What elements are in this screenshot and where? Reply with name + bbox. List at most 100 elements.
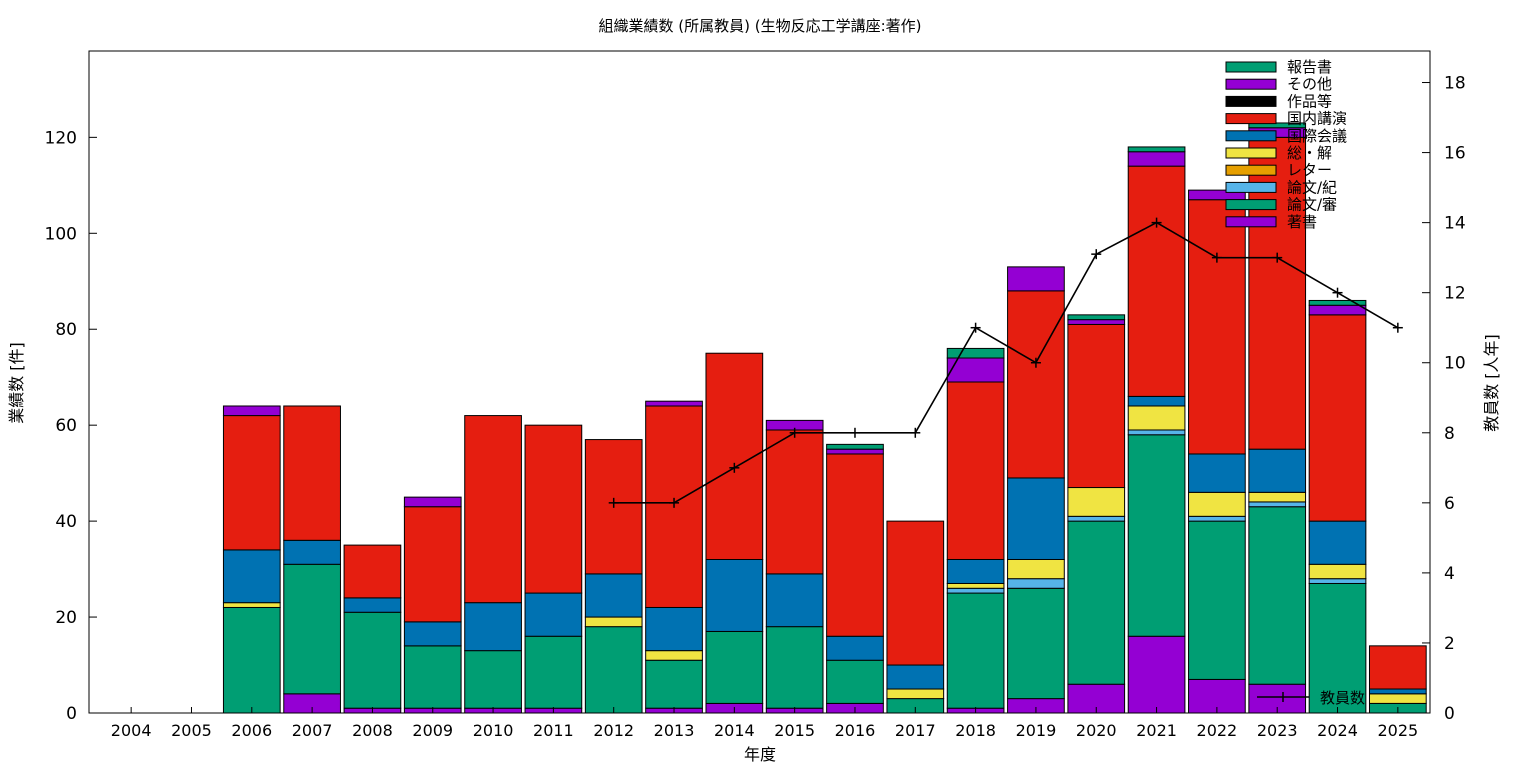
bar-segment: [1188, 189, 1246, 201]
legend-item: 総・解: [1225, 144, 1332, 162]
plot-frame: [88, 50, 1431, 714]
bar-segment: [1248, 491, 1307, 503]
bar-segment: [826, 448, 884, 455]
faculty-point: [849, 427, 860, 438]
bar-segment: [826, 443, 884, 450]
bar-segment: [645, 400, 703, 407]
legend-item: 作品等: [1225, 92, 1332, 110]
bar-segment: [1188, 515, 1246, 522]
bar-segment: [464, 650, 522, 709]
bar-segment: [1308, 578, 1367, 584]
legend-label: 論文/審: [1287, 196, 1337, 214]
bar-segment: [1127, 395, 1186, 407]
bar-segment: [464, 415, 522, 604]
bar-segment: [403, 621, 462, 647]
bar-segment: [464, 602, 522, 652]
faculty-point: [910, 427, 921, 438]
bar-segment: [524, 635, 583, 709]
bar-segment: [222, 602, 281, 608]
bar-segment: [645, 659, 703, 709]
legend-swatch: [1225, 78, 1277, 90]
bar-segment: [946, 558, 1005, 584]
faculty-point: [669, 497, 680, 508]
bar-segment: [1308, 520, 1367, 565]
x-tick-label: 2020: [1076, 721, 1117, 740]
legend-item: 報告書: [1225, 58, 1332, 76]
x-tick-label: 2021: [1136, 721, 1177, 740]
bar-segment: [1248, 122, 1307, 129]
bar-segment: [765, 573, 824, 628]
legend-swatch: [1225, 130, 1277, 142]
y-tick-label: 0: [66, 704, 77, 724]
bar-segment: [645, 606, 703, 652]
legend-item: 国際会議: [1225, 127, 1347, 145]
bar-segment: [705, 630, 764, 704]
bar-segment: [1188, 520, 1246, 680]
bar-segment: [524, 592, 583, 637]
faculty-point: [608, 497, 619, 508]
legend-swatch: [1225, 95, 1277, 107]
x-tick-label: 2013: [654, 721, 695, 740]
bar-segment: [1007, 290, 1065, 479]
legend-item-line: 教員数: [1257, 689, 1365, 707]
faculty-point: [1211, 252, 1222, 263]
bar-segment: [826, 453, 884, 637]
bar-segment: [1067, 520, 1126, 685]
legend-item: 国内講演: [1225, 110, 1347, 128]
bar-segment: [1188, 453, 1246, 493]
y2-tick-label: 18: [1444, 74, 1466, 94]
legend-swatch: [1225, 181, 1277, 193]
chart-title: 組織業績数 (所属教員) (生物反応工学講座:著作): [598, 17, 921, 35]
legend-item: 論文/審: [1225, 196, 1337, 214]
bar-segment: [1127, 429, 1186, 436]
legend-label: 総・解: [1287, 144, 1332, 162]
bar-segment: [1248, 448, 1307, 493]
legend-swatch: [1225, 113, 1277, 125]
bar-segment: [584, 616, 643, 628]
y2-tick-label: 0: [1444, 704, 1455, 724]
x-tick-label: 2014: [714, 721, 755, 740]
bar-segment: [283, 539, 341, 565]
bar-segment: [1127, 165, 1186, 397]
bar-segment: [826, 659, 884, 704]
y2-tick-label: 4: [1444, 564, 1455, 584]
bar-segment: [222, 606, 281, 714]
faculty-point: [1272, 252, 1283, 263]
x-tick-label: 2024: [1317, 721, 1358, 740]
bar-segment: [1067, 323, 1126, 489]
y-tick-label: 40: [55, 512, 77, 532]
legend-swatch: [1225, 216, 1277, 228]
bar-segment: [1368, 645, 1427, 690]
bar-segment: [584, 626, 643, 714]
y2-axis-label: 教員数 [人年]: [1482, 334, 1501, 432]
bar-segment: [1127, 405, 1186, 431]
y2-tick-label: 6: [1444, 494, 1455, 514]
bar-segment: [946, 592, 1005, 709]
bar-segment: [946, 587, 1005, 594]
y2-tick-label: 10: [1444, 354, 1466, 374]
bar-segment: [222, 405, 281, 417]
bar-segment: [1007, 558, 1065, 580]
bar-segment: [524, 424, 583, 594]
x-tick-label: 2009: [412, 721, 453, 740]
legend-label: 論文/紀: [1287, 178, 1337, 196]
x-tick-label: 2018: [955, 721, 996, 740]
bar-segment: [1308, 563, 1367, 580]
x-tick-label: 2008: [352, 721, 393, 740]
faculty-point: [970, 322, 981, 333]
bar-segment: [1308, 299, 1367, 306]
bar-segment: [645, 650, 703, 661]
bar-segment: [1127, 434, 1186, 637]
faculty-point: [1332, 287, 1343, 298]
bar-segment: [283, 405, 341, 541]
faculty-point: [1392, 322, 1403, 333]
bar-segment: [1127, 151, 1186, 167]
y-tick-label: 20: [55, 608, 77, 628]
bar-segment: [222, 415, 281, 551]
y2-tick-label: 2: [1444, 634, 1455, 654]
bar-segment: [1248, 501, 1307, 508]
x-tick-label: 2012: [593, 721, 634, 740]
legend-swatch: [1225, 199, 1277, 211]
